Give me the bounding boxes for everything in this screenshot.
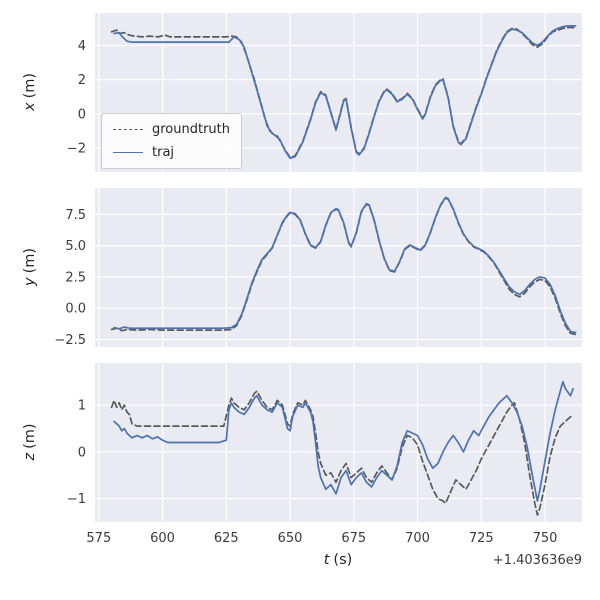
subplot-y-position: −2.5 0.0 2.5 5.0 7.5: [54, 188, 582, 348]
axis-label-unit: (s): [333, 552, 353, 568]
series-line-groundtruth: [110, 390, 574, 516]
x-tick-label: 650: [278, 531, 303, 546]
y-axis-label-x-plot: x (m): [22, 73, 38, 111]
y-tick-label: 0.0: [65, 302, 86, 317]
x-tick-label: 625: [214, 531, 239, 546]
y-tick-label: −2: [67, 142, 86, 157]
series-line-traj: [113, 24, 577, 160]
axis-label-variable: t: [323, 552, 330, 568]
series-line-traj: [113, 196, 577, 334]
y-axis-label-y-plot: y (m): [22, 248, 38, 286]
x-tick-label: 700: [405, 531, 430, 546]
y-tick-label: 0: [78, 107, 86, 122]
x-tick-label: 600: [150, 531, 175, 546]
axis-label-unit: (m): [22, 247, 38, 274]
x-axis-offset-text: +1.403636e9: [492, 553, 582, 568]
axis-label-variable: y: [22, 277, 38, 287]
y-tick-label: 0: [78, 445, 86, 460]
y-tick-label: 7.5: [65, 208, 86, 223]
axis-label-unit: (m): [22, 72, 38, 99]
y-tick-label: −1: [67, 492, 86, 507]
series-line-traj: [113, 380, 574, 502]
y-tick-label: 5.0: [65, 239, 86, 254]
legend-label: groundtruth: [152, 122, 231, 137]
legend-item-groundtruth: groundtruth: [113, 122, 230, 137]
subplot-z-position: −1 0 1: [67, 363, 582, 522]
x-tick-label: 675: [341, 531, 366, 546]
legend: groundtruth traj: [101, 113, 243, 169]
x-tick-label: 725: [469, 531, 494, 546]
y-tick-label: 1: [78, 399, 86, 414]
y-tick-label: 2: [78, 73, 86, 88]
x-tick-label: 750: [533, 531, 558, 546]
y-tick-label: 2.5: [65, 270, 86, 285]
axis-label-variable: x: [22, 102, 38, 112]
solid-line-sample: [113, 152, 143, 153]
axis-label-unit: (m): [22, 423, 38, 449]
legend-label: traj: [152, 145, 175, 160]
y-tick-label: −2.5: [54, 333, 86, 348]
y-axis-label-z-plot: z (m): [22, 423, 38, 460]
axis-label-variable: z: [22, 452, 38, 461]
x-axis-label: t (s): [324, 552, 353, 568]
legend-item-traj: traj: [113, 145, 230, 160]
x-tick-label: 575: [86, 531, 111, 546]
dashed-line-sample: [113, 129, 143, 130]
y-tick-label: 4: [78, 39, 86, 54]
